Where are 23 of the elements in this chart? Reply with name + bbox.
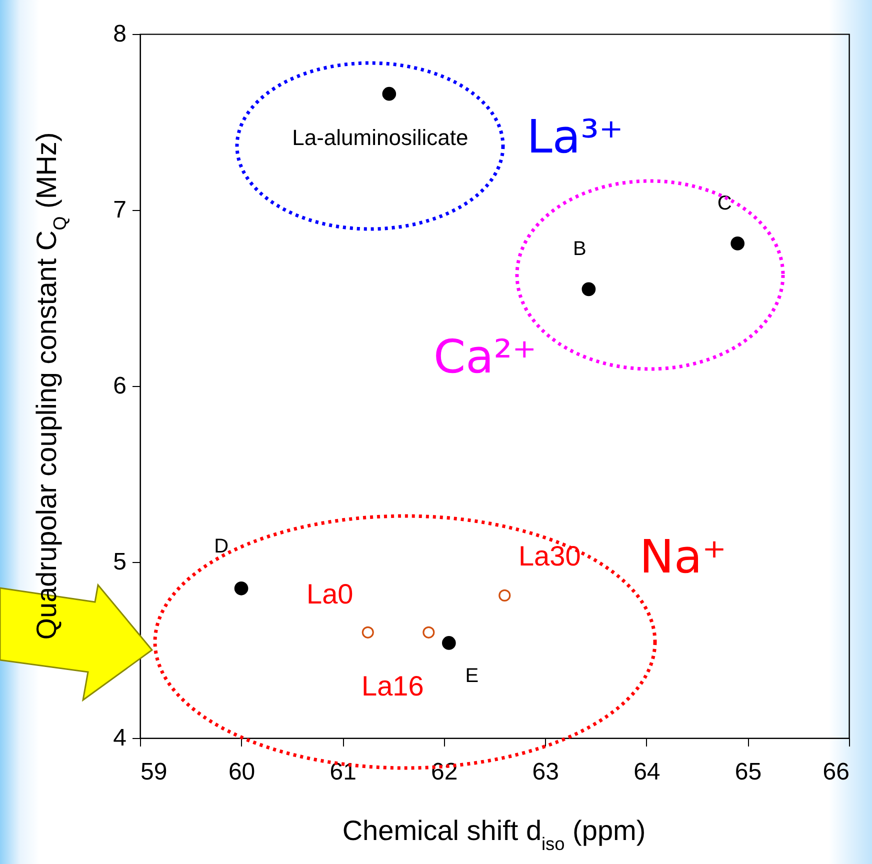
x-tick-label: 65 [734, 758, 762, 786]
annotation: D [214, 535, 229, 558]
y-tick-label: 4 [113, 724, 126, 752]
y-tick-label: 8 [113, 20, 126, 48]
y-tick-label: 7 [113, 196, 126, 224]
annotation: Na⁺ [640, 530, 726, 584]
annotation: B [573, 238, 586, 260]
x-axis-title: Chemical shift d$_{iso}$ (ppm) [342, 815, 646, 854]
x-tick-label: 60 [228, 758, 256, 786]
annotation: C [717, 192, 732, 214]
annotation: Ca²⁺ [433, 330, 537, 384]
y-tick-label: 5 [113, 548, 126, 576]
x-tick-label: 59 [140, 758, 168, 786]
annotation: La-aluminosilicate [292, 124, 468, 150]
annotation: E [465, 664, 479, 687]
annotation: La30 [518, 540, 581, 572]
annotation: La0 [306, 578, 354, 610]
y-tick-label: 6 [113, 372, 126, 400]
x-tick-label: 66 [822, 758, 850, 786]
annotation: La16 [362, 670, 424, 702]
x-tick-label: 64 [634, 758, 660, 786]
x-tick-label: 63 [532, 758, 559, 786]
annotation: La³⁺ [526, 110, 624, 164]
